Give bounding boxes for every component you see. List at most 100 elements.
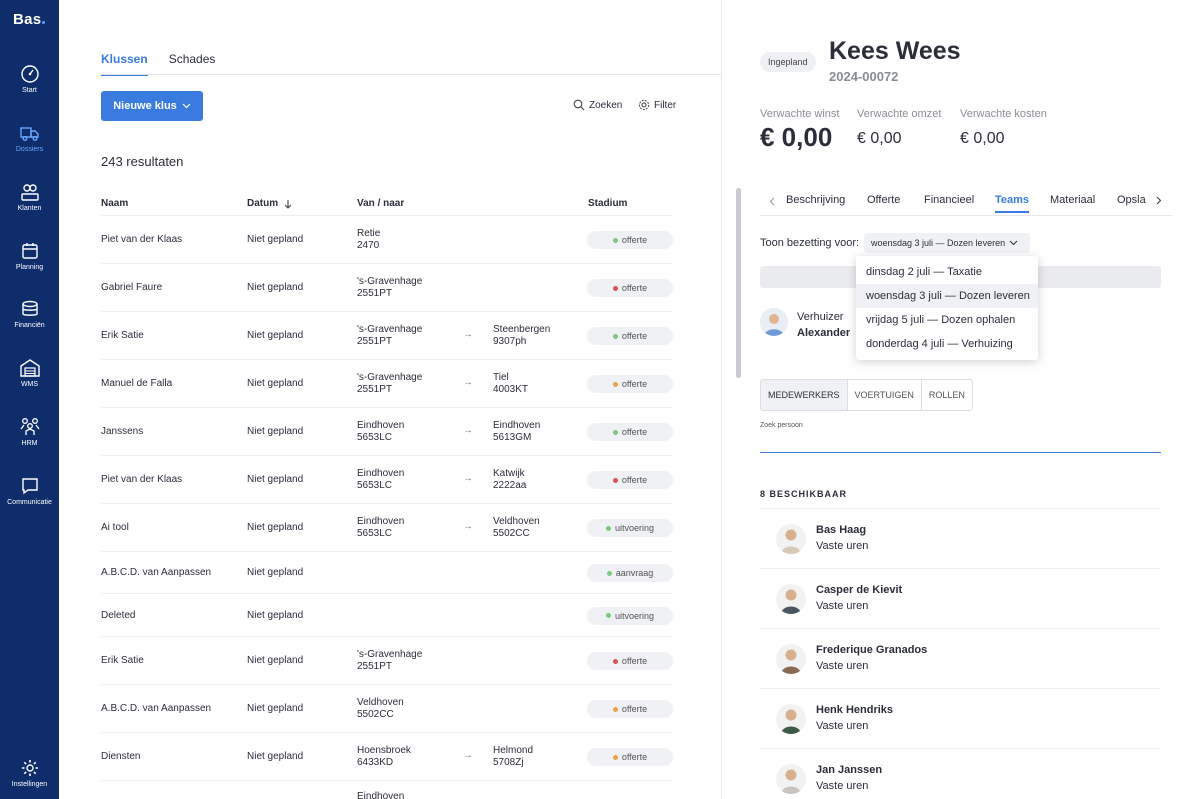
day-option[interactable]: dinsdag 2 juli — Taxatie (866, 266, 982, 278)
list-item[interactable]: Casper de Kievit Vaste uren (760, 568, 1161, 628)
chevron-left-icon[interactable] (769, 197, 775, 206)
stage-badge: offerte (587, 375, 673, 393)
new-job-button[interactable]: Nieuwe klus (101, 91, 203, 121)
column-header-name[interactable]: Naam (101, 198, 129, 209)
tab-teams[interactable]: Teams (995, 194, 1030, 213)
sidebar-item-start[interactable]: Start (0, 64, 59, 94)
segment-voertuigen[interactable]: VOERTUIGEN (848, 380, 922, 410)
job-name: Janssens (101, 426, 144, 437)
sidebar-item-financien[interactable]: Financiën (0, 299, 59, 329)
sidebar-item-label: Financiën (14, 322, 45, 329)
role-label: Verhuizer (797, 311, 844, 323)
tab-schades[interactable]: Schades (168, 52, 216, 66)
search-person-input[interactable] (760, 452, 1161, 453)
sidebar-item-dossiers[interactable]: Dossiers (0, 123, 59, 153)
column-header-date[interactable]: Datum (247, 198, 292, 209)
sidebar-item-label: Start (22, 87, 37, 94)
job-date: Niet gepland (247, 703, 304, 714)
tab-beschrijving[interactable]: Beschrijving (786, 194, 846, 206)
tab-opsla[interactable]: Opsla (1117, 194, 1146, 206)
avatar (776, 584, 806, 614)
detail-tabs: Beschrijving Offerte Financieel Teams Ma… (760, 194, 1172, 216)
tab-offerte[interactable]: Offerte (867, 194, 901, 206)
metric-value-winst: € 0,00 (760, 122, 833, 152)
route-to-postcode: 5613GM (493, 432, 532, 443)
route-to-city: Katwijk (493, 468, 525, 479)
route-to-city: Steenbergen (493, 324, 551, 335)
sidebar-item-label: Instellingen (11, 781, 48, 788)
search-button[interactable]: Zoeken (573, 99, 622, 111)
list-item[interactable]: Henk Hendriks Vaste uren (760, 688, 1161, 748)
table-row[interactable]: Piet van der Klaas Niet gepland Eindhoven 5… (101, 455, 673, 503)
table-row[interactable]: Piet van der Klaas Niet gepland Retie 2470 o… (101, 215, 673, 263)
job-name: A.B.C.D. van Aanpassen (101, 567, 212, 578)
list-item[interactable]: Bas Haag Vaste uren (760, 508, 1161, 568)
column-header-route[interactable]: Van / naar (357, 198, 405, 209)
list-item[interactable]: Jan Janssen Vaste uren (760, 748, 1161, 799)
sidebar-item-communicatie[interactable]: Communicatie (0, 476, 59, 506)
stage-label: aanvraag (615, 568, 654, 578)
day-select[interactable]: woensdag 3 juli — Dozen leveren (864, 233, 1030, 253)
avatar (776, 764, 806, 794)
table-row[interactable]: Erik Satie Niet gepland 's-Gravenhage 2551P… (101, 311, 673, 359)
table-row[interactable]: Diensten Niet gepland Hoensbroek 6433KD → Hel… (101, 732, 673, 780)
table-row[interactable]: A.B.C.D. van Aanpassen Niet gepland aanvra… (101, 551, 673, 593)
segment-medewerkers[interactable]: MEDEWERKERS (761, 380, 848, 410)
stage-label: offerte (621, 427, 648, 437)
route-to-city: Eindhoven (493, 420, 541, 431)
table-row[interactable]: Erik Satie Niet gepland 's-Gravenhage 2551P… (101, 636, 673, 684)
route-to-city: Tiel (493, 372, 509, 383)
stage-label: uitvoering (614, 610, 655, 621)
status-dot-icon (605, 525, 611, 531)
stage-label: offerte (621, 704, 648, 714)
sidebar-item-wms[interactable]: WMS (0, 358, 59, 388)
chevron-right-icon[interactable] (1156, 196, 1162, 205)
sidebar-item-planning[interactable]: Planning (0, 241, 59, 271)
filter-button[interactable]: Filter (638, 99, 676, 111)
day-option[interactable]: woensdag 3 juli — Dozen leveren (856, 284, 1038, 308)
tab-financieel[interactable]: Financieel (924, 194, 975, 206)
arrow-right-icon: → (463, 521, 473, 532)
list-item[interactable]: Frederique Granados Vaste uren (760, 628, 1161, 688)
job-date: Niet gepland (247, 655, 304, 666)
job-date: Niet gepland (247, 567, 304, 578)
table-row[interactable]: Deleted Niet gepland uitvoering (101, 593, 673, 636)
table-row[interactable]: Eindhoven (101, 780, 672, 799)
route-from-postcode: 6433KD (357, 757, 394, 768)
job-name: Piet van der Klaas (101, 474, 183, 485)
stage-badge: offerte (587, 327, 673, 345)
day-option[interactable]: donderdag 4 juli — Verhuizing (866, 338, 1013, 350)
stage-badge: offerte (587, 279, 673, 297)
scrollbar[interactable] (736, 188, 741, 378)
column-header-stage[interactable]: Stadium (588, 198, 628, 209)
tab-klussen[interactable]: Klussen (101, 52, 148, 76)
jobs-table: Piet van der Klaas Niet gepland Retie 2470 o… (101, 215, 673, 799)
route-from-postcode: 2551PT (357, 288, 393, 299)
segment-rollen[interactable]: ROLLEN (928, 390, 965, 400)
status-dot-icon (612, 429, 618, 435)
job-title: Kees Wees (829, 37, 961, 65)
day-option[interactable]: vrijdag 5 juli — Dozen ophalen (866, 314, 1016, 326)
table-row[interactable]: Janssens Niet gepland Eindhoven 5653LC → Eind… (101, 407, 673, 455)
sidebar-item-klanten[interactable]: Klanten (0, 182, 59, 212)
stage-badge: aanvraag (587, 564, 673, 582)
table-row[interactable]: Gabriel Faure Niet gepland 's-Gravenhage 25… (101, 263, 673, 311)
gauge-icon (20, 65, 39, 83)
sidebar-item-instellingen[interactable]: Instellingen (0, 758, 59, 788)
route-to-city: Helmond (493, 745, 534, 756)
sidebar-item-label: Klanten (17, 205, 42, 212)
stage-label: offerte (621, 235, 648, 245)
table-row[interactable]: A.B.C.D. van Aanpassen Niet gepland Veldho… (101, 684, 673, 732)
tab-materiaal[interactable]: Materiaal (1050, 194, 1096, 206)
stage-label: offerte (621, 752, 648, 762)
day-select-value: woensdag 3 juli — Dozen leveren (871, 238, 1006, 248)
table-row[interactable]: Manuel de Falla Niet gepland 's-Gravenhage… (101, 359, 673, 407)
route-to-city: Veldhoven (493, 516, 540, 527)
chevron-down-icon (1009, 240, 1018, 246)
job-name: Deleted (101, 609, 136, 621)
sidebar-item-hrm[interactable]: HRM (0, 417, 59, 447)
logo-text: Bas (13, 11, 42, 28)
metric-value-kosten: € 0,00 (960, 130, 1005, 147)
table-row[interactable]: Ai tool Niet gepland Eindhoven 5653LC → Veldh… (101, 503, 673, 551)
app-logo[interactable]: Bas (13, 11, 46, 28)
